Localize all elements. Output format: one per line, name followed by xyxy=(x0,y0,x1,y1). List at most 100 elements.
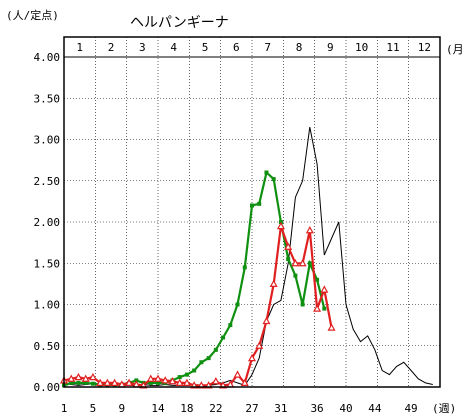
x-tick-label: 49 xyxy=(404,402,417,415)
data-point-green xyxy=(307,261,312,266)
month-label: 7 xyxy=(264,41,271,54)
data-point-red xyxy=(110,378,119,386)
y-tick-label: 3.50 xyxy=(34,92,61,105)
data-point-red xyxy=(291,258,300,267)
series-layer xyxy=(59,127,433,389)
y-tick-label: 1.00 xyxy=(34,299,61,312)
x-tick-label: 44 xyxy=(368,402,382,415)
data-point-green xyxy=(206,356,211,361)
month-label: 3 xyxy=(139,41,146,54)
data-point-green xyxy=(300,302,305,307)
data-point-green xyxy=(148,380,153,385)
x-tick-label: 27 xyxy=(245,402,258,415)
y-tick-label: 2.00 xyxy=(34,216,61,229)
data-point-red xyxy=(255,341,264,349)
data-point-green xyxy=(177,375,182,380)
grid xyxy=(64,37,440,387)
data-point-green xyxy=(192,368,197,373)
y-tick-label: 3.00 xyxy=(34,134,61,147)
month-label: 12 xyxy=(418,41,431,54)
data-point-green xyxy=(221,335,226,340)
data-point-red xyxy=(284,242,293,250)
data-point-green xyxy=(250,203,254,208)
data-point-green xyxy=(69,380,74,385)
data-point-red xyxy=(269,279,278,287)
series-line-black xyxy=(63,127,433,386)
data-point-red xyxy=(320,285,329,293)
data-point-red xyxy=(182,378,191,386)
month-label: 10 xyxy=(355,41,368,54)
data-point-green xyxy=(257,201,262,206)
x-tick-label: 14 xyxy=(151,402,165,415)
data-point-red xyxy=(240,378,249,386)
data-point-red xyxy=(81,374,90,382)
data-point-green xyxy=(315,277,320,282)
data-point-red xyxy=(74,372,83,381)
data-point-red xyxy=(305,225,314,234)
data-point-red xyxy=(146,374,155,382)
data-point-red xyxy=(327,323,336,331)
month-label: 4 xyxy=(170,41,177,54)
plot-frame xyxy=(63,36,441,388)
month-label: 11 xyxy=(386,41,399,54)
month-label: 2 xyxy=(108,41,115,54)
data-point-green xyxy=(286,257,291,262)
data-point-red xyxy=(96,378,105,386)
data-point-green xyxy=(228,323,233,328)
x-tick-label: 36 xyxy=(310,402,323,415)
chart-title: ヘルパンギーナ xyxy=(130,15,229,31)
data-point-red xyxy=(125,378,134,386)
x-tick-label: 22 xyxy=(209,402,222,415)
x-axis-label: (週) xyxy=(432,402,456,415)
data-point-red xyxy=(153,374,163,382)
tick-labels: 0.00 0.50 1.00 1.50 2.00 2.50 3.00 3.50 4.00 1 5 9 1… xyxy=(34,51,418,415)
data-point-green xyxy=(264,170,269,175)
data-point-green xyxy=(184,372,189,377)
data-point-green xyxy=(271,177,276,182)
data-point-red xyxy=(276,221,285,230)
data-point-green xyxy=(242,265,247,270)
data-point-red xyxy=(117,380,126,388)
month-label: 9 xyxy=(327,41,334,54)
data-point-green xyxy=(213,347,218,352)
x-tick-label: 18 xyxy=(180,402,193,415)
data-point-red xyxy=(298,258,307,267)
x-tick-label: 1 xyxy=(61,402,68,415)
y-tick-label: 2.50 xyxy=(34,175,61,188)
y-axis-label: (人/定点) xyxy=(6,8,59,22)
series-line-red xyxy=(63,225,333,387)
data-point-red xyxy=(313,304,322,312)
y-tick-label: 1.50 xyxy=(34,257,61,270)
data-point-red xyxy=(132,380,141,388)
month-label: 5 xyxy=(202,41,209,54)
data-point-green xyxy=(156,380,160,385)
data-point-green xyxy=(322,306,327,311)
data-point-red xyxy=(247,353,257,362)
x-tick-label: 31 xyxy=(274,402,287,415)
data-point-red xyxy=(233,370,242,378)
data-point-red xyxy=(262,316,271,325)
month-axis-label: (月 xyxy=(446,43,464,56)
x-tick-label: 40 xyxy=(339,402,352,415)
data-point-green xyxy=(293,273,298,278)
x-tick-label: 9 xyxy=(119,402,126,415)
month-label: 6 xyxy=(233,41,240,54)
data-point-red xyxy=(88,372,97,381)
data-point-green xyxy=(83,380,88,385)
month-label: 8 xyxy=(296,41,303,54)
data-point-green xyxy=(199,360,204,365)
data-point-red xyxy=(211,376,220,385)
y-tick-label: 0.50 xyxy=(34,340,61,353)
data-point-green xyxy=(235,302,240,307)
data-point-red xyxy=(168,376,177,385)
month-label: 1 xyxy=(76,41,83,54)
data-point-green xyxy=(90,381,95,386)
data-point-red xyxy=(161,376,170,384)
data-point-red xyxy=(67,374,76,382)
month-header: 1 2 3 4 5 6 7 8 9 10 11 12 xyxy=(64,41,440,58)
y-tick-label: 4.00 xyxy=(34,51,61,64)
data-point-green xyxy=(76,380,81,385)
data-point-red xyxy=(175,378,184,386)
y-tick-label: 0.00 xyxy=(34,381,61,394)
